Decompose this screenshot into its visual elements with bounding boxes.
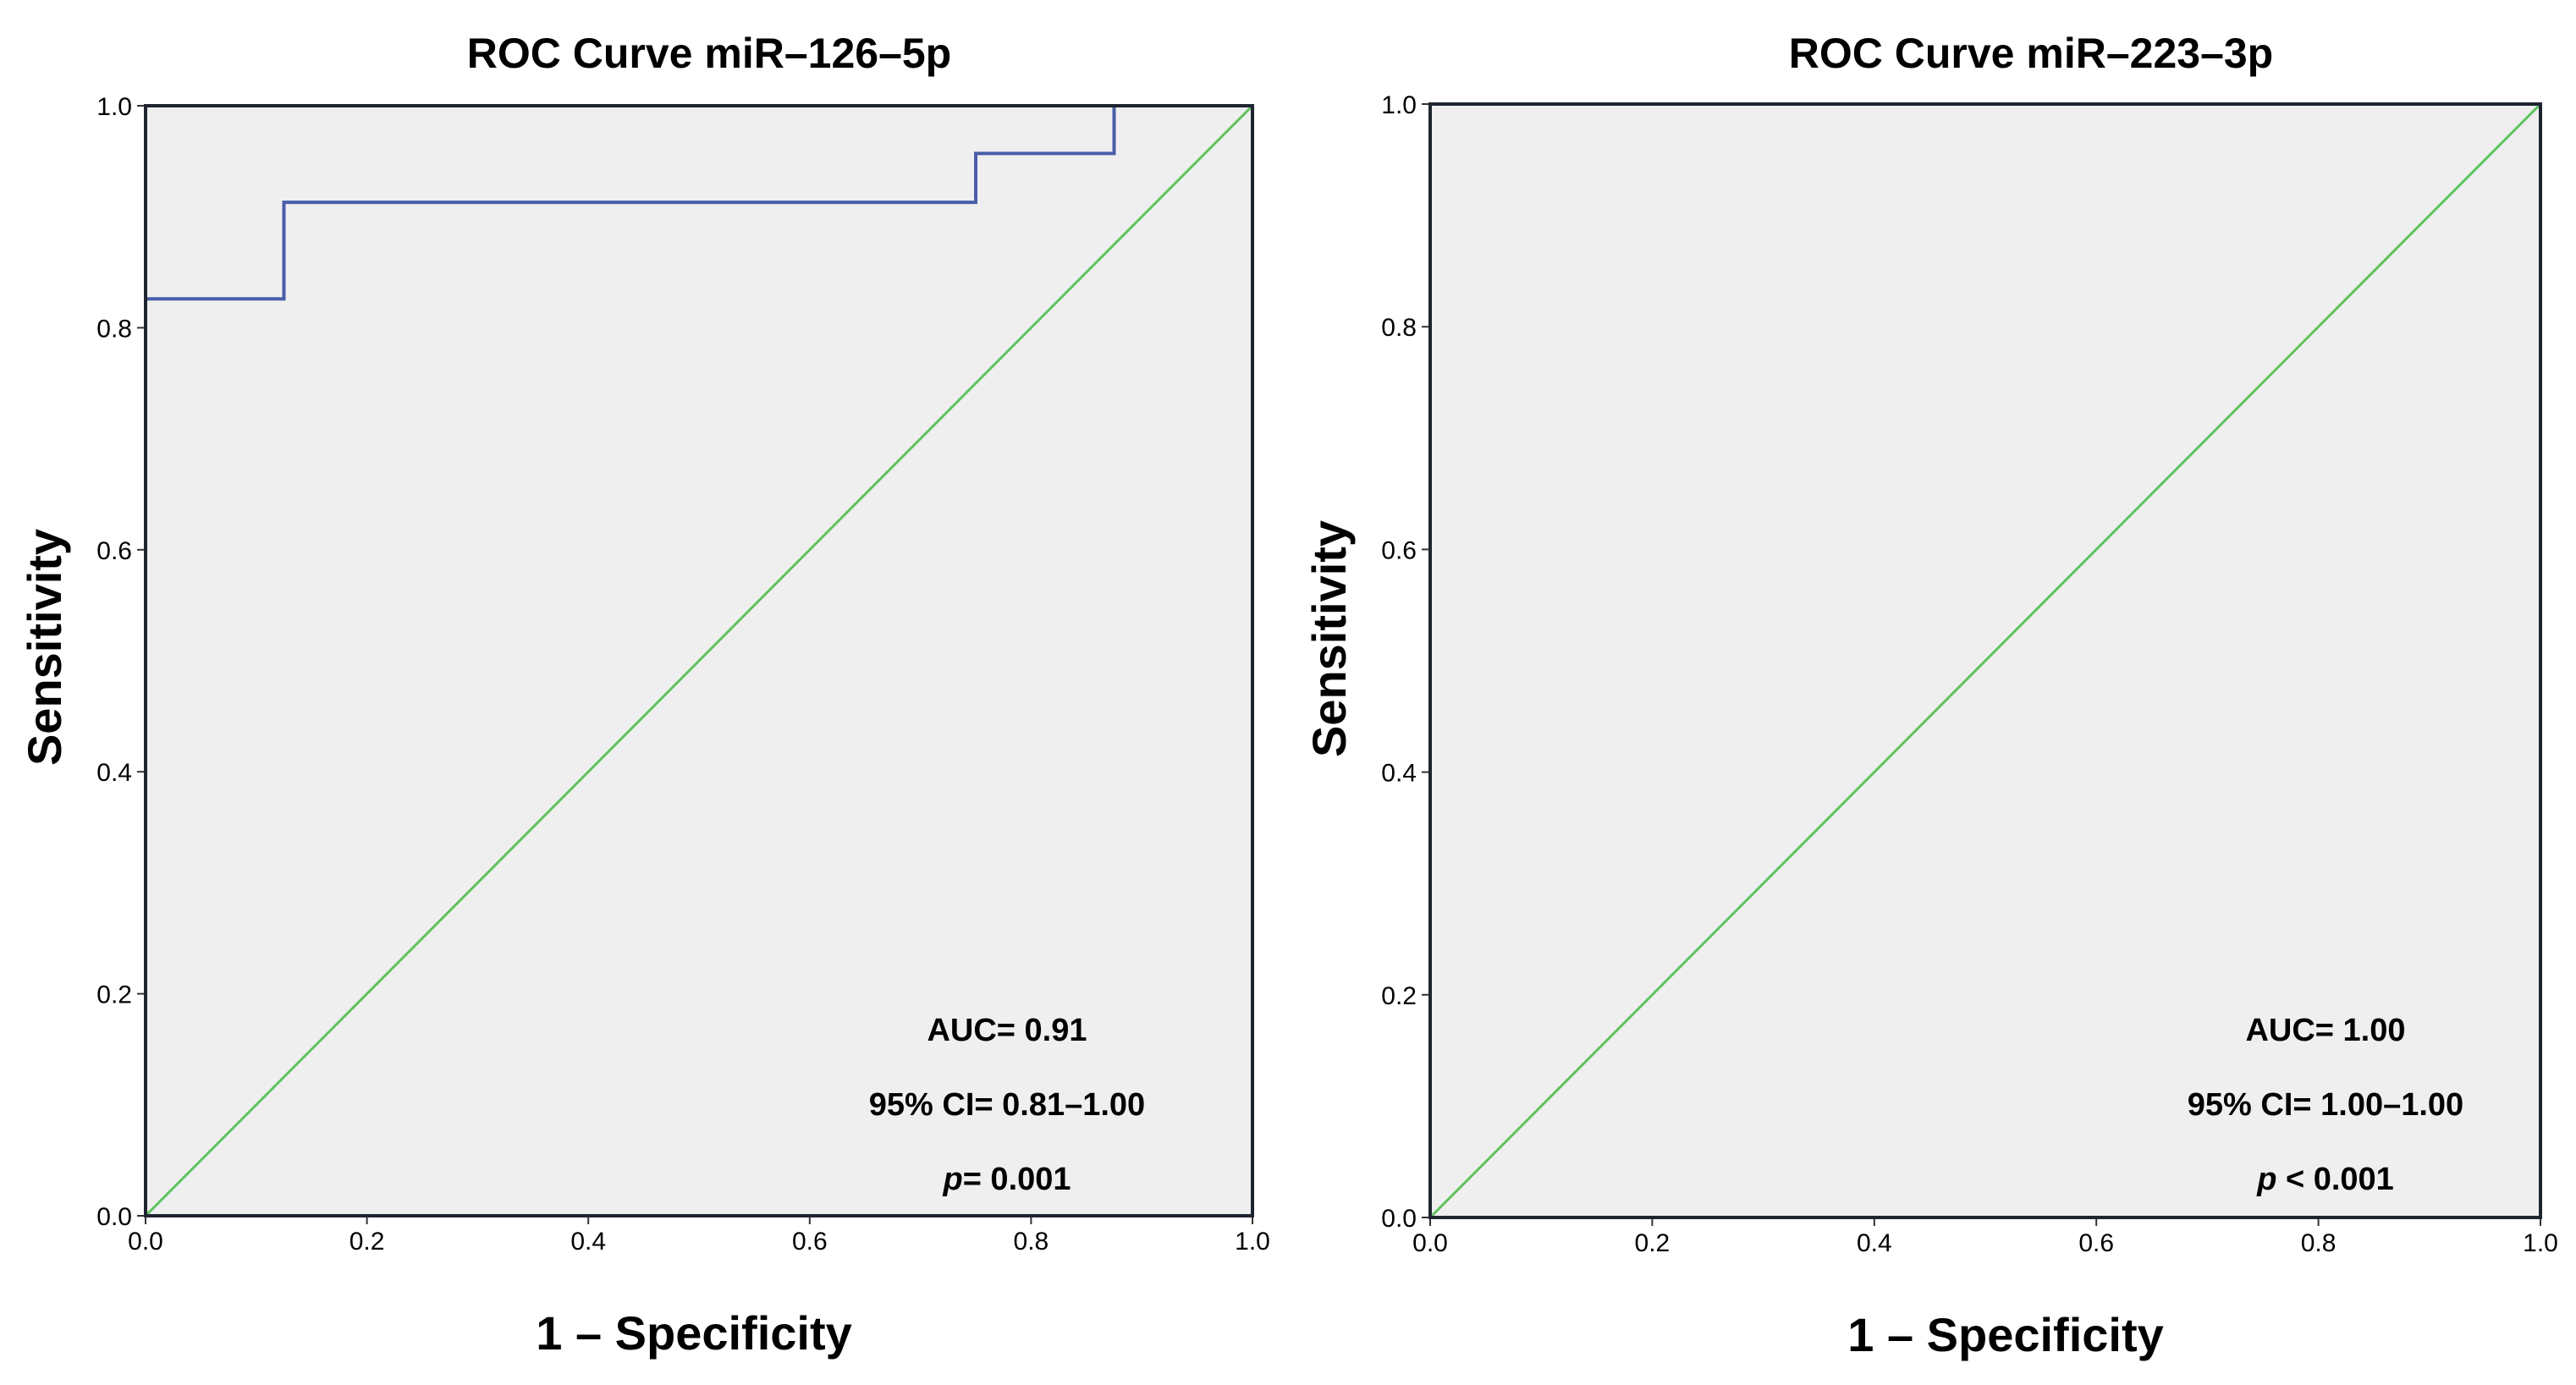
x-tick-label: 0.0 bbox=[128, 1228, 163, 1256]
y-axis-label: Sensitivity bbox=[1302, 520, 1356, 757]
p-value: = 0.001 bbox=[963, 1162, 1071, 1197]
y-tick-label: 1.0 bbox=[1381, 91, 1417, 119]
p-value-annotation: p < 0.001 bbox=[2256, 1162, 2394, 1197]
y-tick-label: 0.2 bbox=[1381, 982, 1417, 1010]
y-tick-label: 0.8 bbox=[1381, 314, 1417, 342]
x-tick-label: 1.0 bbox=[1235, 1228, 1270, 1256]
p-symbol: p bbox=[942, 1162, 962, 1197]
p-symbol: p bbox=[2256, 1162, 2276, 1197]
roc-curve-line bbox=[144, 104, 1252, 1216]
y-tick-label: 0.0 bbox=[1381, 1205, 1417, 1233]
x-axis-label: 1 – Specificity bbox=[536, 1306, 852, 1360]
y-tick-label: 0.4 bbox=[1381, 760, 1417, 788]
x-tick-label: 0.4 bbox=[570, 1228, 606, 1256]
p-value-annotation: p= 0.001 bbox=[942, 1162, 1071, 1197]
y-tick-label: 0.6 bbox=[96, 537, 132, 565]
x-axis-label: 1 – Specificity bbox=[1847, 1308, 2164, 1361]
y-axis-label: Sensitivity bbox=[18, 529, 71, 766]
chart-mir-126-5p: ROC Curve miR–126–5p 0.0 0.2 0.4 0.6 0.8 1.00… bbox=[18, 30, 1270, 1360]
x-tick-label: 1.0 bbox=[2523, 1229, 2558, 1257]
x-tick-label: 0.6 bbox=[2078, 1229, 2114, 1257]
y-tick-label: 0.4 bbox=[96, 759, 132, 787]
auc-annotation: AUC= 1.00 bbox=[2245, 1013, 2405, 1048]
plot-frame bbox=[144, 104, 1254, 1217]
y-tick-label: 1.0 bbox=[96, 93, 132, 121]
tick-group: 0.0 0.2 0.4 0.6 0.8 1.0 0.0 0.2 0.4 0.6 0.8 1.0 bbox=[1381, 91, 2558, 1257]
x-tick-label: 0.4 bbox=[1857, 1229, 1892, 1257]
y-tick-label: 0.8 bbox=[96, 315, 132, 343]
x-tick-label: 0.0 bbox=[1412, 1229, 1448, 1257]
y-tick-label: 0.0 bbox=[96, 1203, 132, 1231]
tick-group: 0.0 0.2 0.4 0.6 0.8 1.0 0.0 0.2 0.4 0.6 0.8 1.0 bbox=[96, 93, 1270, 1256]
x-tick-label: 0.8 bbox=[2301, 1229, 2337, 1257]
ci-annotation: 95% CI= 0.81–1.00 bbox=[869, 1087, 1145, 1123]
y-tick-label: 0.2 bbox=[96, 981, 132, 1009]
plot-frame bbox=[1428, 102, 2542, 1219]
auc-annotation: AUC= 0.91 bbox=[927, 1013, 1087, 1048]
chart-title: ROC Curve miR–223–3p bbox=[1789, 30, 2273, 77]
x-tick-label: 0.6 bbox=[792, 1228, 828, 1256]
reference-line bbox=[144, 104, 1254, 1217]
x-tick-label: 0.2 bbox=[1635, 1229, 1671, 1257]
chart-mir-223-3p: ROC Curve miR–223–3p 0.0 0.2 0.4 0.6 0.8 1.00… bbox=[1302, 30, 2558, 1361]
y-tick-label: 0.6 bbox=[1381, 536, 1417, 564]
x-tick-label: 0.8 bbox=[1014, 1228, 1049, 1256]
p-value: < 0.001 bbox=[2276, 1162, 2393, 1197]
x-tick-label: 0.2 bbox=[350, 1228, 385, 1256]
chart-title: ROC Curve miR–126–5p bbox=[467, 30, 951, 77]
ci-annotation: 95% CI= 1.00–1.00 bbox=[2188, 1087, 2463, 1123]
reference-line bbox=[1428, 102, 2542, 1219]
